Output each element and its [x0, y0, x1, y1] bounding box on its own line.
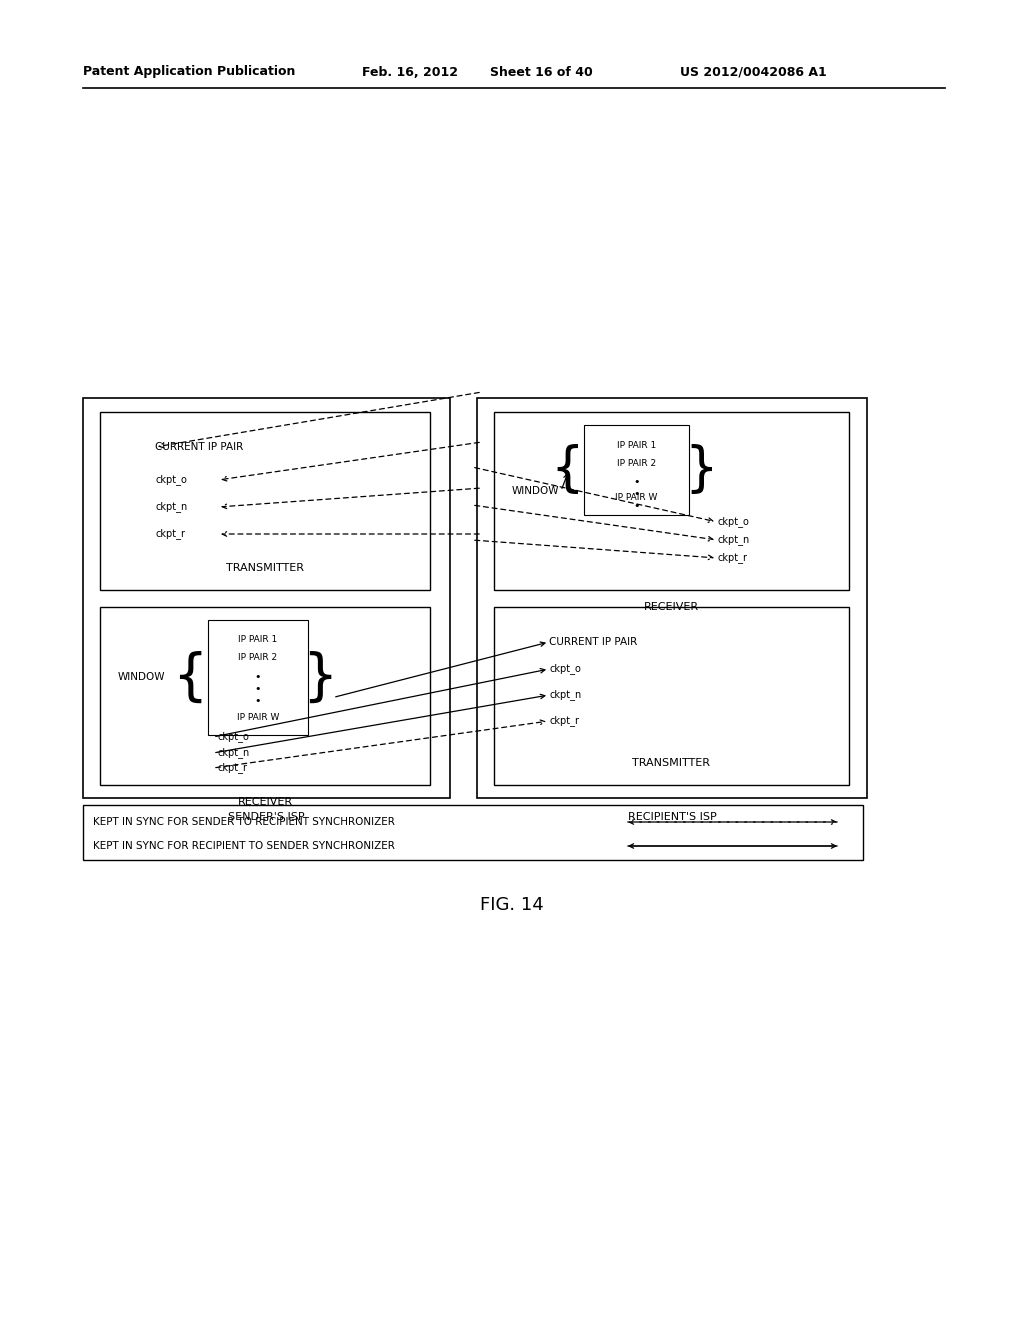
- Text: WINDOW: WINDOW: [118, 672, 166, 682]
- Text: ckpt_n: ckpt_n: [155, 502, 187, 512]
- Text: •: •: [255, 684, 261, 694]
- Text: US 2012/0042086 A1: US 2012/0042086 A1: [680, 66, 826, 78]
- Text: ckpt_o: ckpt_o: [155, 475, 186, 486]
- Text: KEPT IN SYNC FOR RECIPIENT TO SENDER SYNCHRONIZER: KEPT IN SYNC FOR RECIPIENT TO SENDER SYN…: [93, 841, 395, 851]
- Text: RECEIVER: RECEIVER: [644, 602, 699, 612]
- Text: ckpt_r: ckpt_r: [717, 553, 746, 564]
- Text: •: •: [633, 488, 640, 499]
- Bar: [584, 425, 689, 515]
- Bar: [494, 412, 849, 590]
- Bar: [477, 399, 867, 799]
- Text: Patent Application Publication: Patent Application Publication: [83, 66, 295, 78]
- Text: }: }: [302, 651, 338, 705]
- Bar: [83, 399, 450, 799]
- Text: ckpt_r: ckpt_r: [549, 715, 579, 726]
- Text: Sheet 16 of 40: Sheet 16 of 40: [490, 66, 593, 78]
- Text: •: •: [633, 477, 640, 487]
- Text: IP PAIR 1: IP PAIR 1: [239, 635, 278, 644]
- Text: ckpt_r: ckpt_r: [155, 528, 185, 540]
- Bar: [494, 607, 849, 785]
- Text: TRANSMITTER: TRANSMITTER: [226, 564, 304, 573]
- Text: •: •: [255, 672, 261, 682]
- Bar: [83, 805, 863, 861]
- Text: ckpt_n: ckpt_n: [218, 747, 250, 759]
- Text: IP PAIR 1: IP PAIR 1: [616, 441, 656, 450]
- Text: •: •: [255, 696, 261, 706]
- Text: FIG. 14: FIG. 14: [480, 896, 544, 913]
- Bar: [100, 412, 430, 590]
- Text: ckpt_o: ckpt_o: [549, 664, 581, 675]
- Text: ckpt_r: ckpt_r: [218, 763, 248, 774]
- Text: RECEIVER: RECEIVER: [238, 797, 293, 807]
- Text: }: }: [684, 444, 718, 496]
- Text: KEPT IN SYNC FOR SENDER TO RECIPIENT SYNCHRONIZER: KEPT IN SYNC FOR SENDER TO RECIPIENT SYN…: [93, 817, 395, 828]
- Text: IP PAIR 2: IP PAIR 2: [616, 458, 656, 467]
- Text: ckpt_o: ckpt_o: [717, 516, 749, 528]
- Text: IP PAIR W: IP PAIR W: [615, 494, 657, 503]
- Text: SENDER'S ISP: SENDER'S ISP: [228, 812, 305, 822]
- Text: CURRENT IP PAIR: CURRENT IP PAIR: [155, 442, 244, 451]
- Text: RECIPIENT'S ISP: RECIPIENT'S ISP: [628, 812, 717, 822]
- Text: ckpt_o: ckpt_o: [218, 731, 250, 742]
- Bar: [100, 607, 430, 785]
- Text: •: •: [633, 502, 640, 511]
- Text: ckpt_n: ckpt_n: [549, 689, 582, 701]
- Text: ckpt_n: ckpt_n: [717, 535, 750, 545]
- Text: TRANSMITTER: TRANSMITTER: [633, 758, 711, 768]
- Text: {: {: [550, 444, 584, 496]
- Bar: [208, 620, 308, 735]
- Text: Feb. 16, 2012: Feb. 16, 2012: [362, 66, 458, 78]
- Text: IP PAIR W: IP PAIR W: [237, 714, 280, 722]
- Text: WINDOW: WINDOW: [512, 486, 559, 496]
- Text: IP PAIR 2: IP PAIR 2: [239, 653, 278, 663]
- Text: CURRENT IP PAIR: CURRENT IP PAIR: [549, 638, 637, 647]
- Text: {: {: [172, 651, 208, 705]
